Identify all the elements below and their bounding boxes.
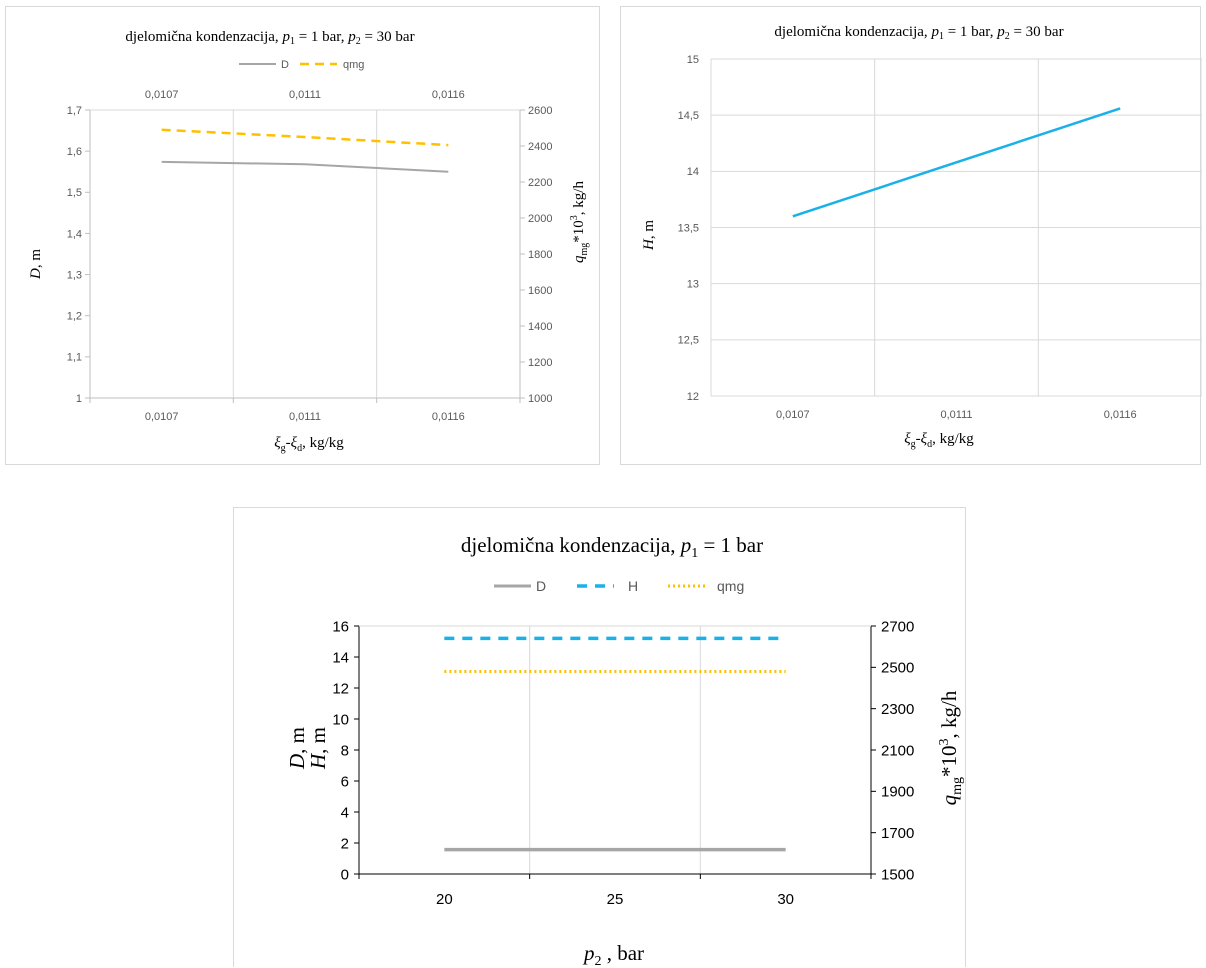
- y2-tick-label: 2200: [528, 177, 552, 189]
- chart-1-ylabel: D, m: [28, 249, 44, 280]
- x-top-tick-label: 0,0111: [289, 89, 321, 101]
- y-tick-label: 1,5: [67, 187, 82, 199]
- y-tick-label: 16: [332, 618, 349, 635]
- y2-tick-label: 2300: [881, 701, 914, 718]
- y-tick-label: 12: [332, 680, 349, 697]
- x-tick-label: 0,0107: [776, 409, 810, 421]
- chart-2-ylabel: H, m: [641, 220, 657, 251]
- chart-1-y2label: qmg*103, kg/h: [569, 181, 590, 263]
- y-tick-label: 1,2: [67, 311, 82, 323]
- y-tick-label: 14,5: [678, 110, 699, 122]
- chart-3-title: djelomična kondenzacija, p1 = 1 bar: [461, 533, 763, 561]
- y2-tick-label: 2700: [881, 618, 914, 635]
- y2-tick-label: 2500: [881, 660, 914, 677]
- y-tick-label: 1,7: [67, 105, 82, 117]
- chart-panel-1: djelomična kondenzacija, p1 = 1 bar, p2 …: [5, 6, 600, 465]
- y2-tick-label: 1400: [528, 321, 552, 333]
- y-tick-label: 6: [341, 773, 349, 790]
- y2-tick-label: 2400: [528, 141, 552, 153]
- legend-label-qmg: qmg: [343, 59, 364, 71]
- chart-3-ylabel-h: H, m: [306, 727, 330, 770]
- y2-tick-label: 1700: [881, 825, 914, 842]
- x-tick-label: 20: [436, 891, 453, 908]
- chart-3-legend: D H qmg: [494, 578, 744, 594]
- y-tick-label: 15: [687, 54, 699, 66]
- y-tick-label: 14: [687, 166, 699, 178]
- y-tick-label: 1: [76, 393, 82, 405]
- chart-1-xlabel: ξg-ξd, kg/kg: [274, 435, 344, 454]
- x-tick-label: 0,0107: [145, 411, 179, 423]
- x-tick-label: 0,0111: [940, 409, 972, 421]
- y2-tick-label: 1000: [528, 393, 552, 405]
- y-tick-label: 8: [341, 742, 349, 759]
- y-tick-label: 1,3: [67, 269, 82, 281]
- chart-3-y2label: qmg*103, kg/h: [937, 690, 965, 805]
- y-tick-label: 0: [341, 866, 349, 883]
- y-tick-label: 1,4: [67, 228, 82, 240]
- y-tick-label: 12,5: [678, 335, 699, 347]
- x-tick-label: 0,0116: [432, 411, 465, 423]
- series-line-qmg: [161, 128, 449, 147]
- chart-2: djelomična kondenzacija, p1 = 1 bar, p2 …: [641, 24, 1202, 450]
- y2-tick-label: 2100: [881, 742, 914, 759]
- y2-tick-label: 1500: [881, 866, 914, 883]
- x-tick-label: 0,0116: [1104, 409, 1137, 421]
- y-tick-label: 14: [332, 649, 349, 666]
- y2-tick-label: 1900: [881, 784, 914, 801]
- y-tick-label: 13: [687, 279, 699, 291]
- chart-panel-2: djelomična kondenzacija, p1 = 1 bar, p2 …: [620, 6, 1202, 465]
- x-tick-label: 0,0111: [289, 411, 321, 423]
- y2-tick-label: 1800: [528, 249, 552, 261]
- chart-3-xlabel: p2 , bar: [582, 941, 644, 968]
- y-tick-label: 2: [341, 835, 349, 852]
- legend-label-d: D: [536, 578, 546, 594]
- legend-label-h: H: [628, 578, 638, 594]
- chart-1-legend: D qmg: [239, 59, 364, 71]
- y2-tick-label: 1200: [528, 357, 552, 369]
- y2-tick-label: 2600: [528, 105, 552, 117]
- chart-1: djelomična kondenzacija, p1 = 1 bar, p2 …: [28, 29, 590, 454]
- x-tick-label: 30: [777, 891, 794, 908]
- x-top-tick-label: 0,0107: [145, 89, 179, 101]
- series-line-d: [161, 160, 449, 173]
- y2-tick-label: 1600: [528, 285, 552, 297]
- chart-2-xlabel: ξg-ξd, kg/kg: [904, 431, 974, 450]
- x-tick-label: 25: [607, 891, 624, 908]
- chart-3-ylabel-d: D, m: [285, 727, 309, 770]
- y-tick-label: 1,6: [67, 146, 82, 158]
- legend-label-qmg: qmg: [717, 578, 744, 594]
- legend-label-d: D: [281, 59, 289, 71]
- x-top-tick-label: 0,0116: [432, 89, 465, 101]
- y-tick-label: 13,5: [678, 222, 699, 234]
- chart-panel-3: djelomična kondenzacija, p1 = 1 bar D H …: [233, 507, 966, 968]
- chart-2-title: djelomična kondenzacija, p1 = 1 bar, p2 …: [774, 24, 1063, 42]
- y-tick-label: 1,1: [67, 352, 82, 364]
- y-tick-label: 12: [687, 391, 699, 403]
- chart-1-title: djelomična kondenzacija, p1 = 1 bar, p2 …: [125, 29, 414, 47]
- chart-3: djelomična kondenzacija, p1 = 1 bar D H …: [285, 533, 965, 968]
- series-line-h: [792, 107, 1121, 218]
- y-tick-label: 4: [341, 804, 349, 821]
- y-tick-label: 10: [332, 711, 349, 728]
- y2-tick-label: 2000: [528, 213, 552, 225]
